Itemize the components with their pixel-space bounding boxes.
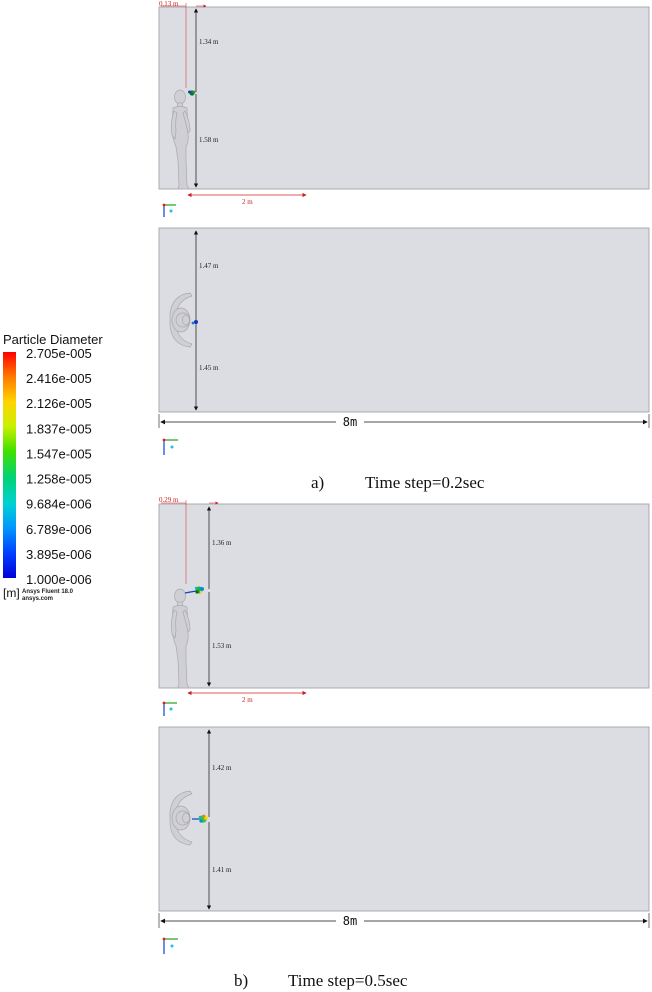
caption-b-letter: b) [234,971,248,990]
legend-ticks: 2.705e-005 2.416e-005 2.126e-005 1.837e-005… [26,346,92,587]
legend-tick-label: 1.000e-006 [26,572,92,587]
legend-tick-label: 3.895e-006 [26,547,92,562]
length-label: 8m [343,415,357,429]
axis-triad-icon [162,438,178,455]
height-bottom-label: 1.45 m [199,364,219,372]
height-top-label: 1.36 m [212,539,232,547]
particle-cloud [188,90,196,96]
offset-label: 0.13 m [159,0,179,8]
width-label: 2 m [242,696,253,704]
legend-tick-label: 1.258e-005 [26,472,92,487]
axis-triad-icon [162,203,176,217]
length-label: 8m [343,914,357,928]
caption-a-text: Time step=0.2sec [365,473,485,492]
domain-box [158,6,650,190]
legend-tick-label: 6.789e-006 [26,522,92,537]
legend-tick-label: 2.416e-005 [26,371,92,386]
height-top-label: 1.34 m [199,38,219,46]
caption-a-letter: a) [311,473,324,492]
brand-line-2: ansys.com [22,596,53,602]
axis-triad-icon [162,701,177,716]
height-top-label: 1.42 m [212,764,232,772]
panel-a-side-view: 0.13 m 1.34 m 1.58 m 2 m [158,0,650,217]
particle-cloud [184,586,204,594]
color-legend: Particle Diameter 2.705e-0052.416e-0052.… [3,332,103,602]
particle-cloud [192,814,208,823]
height-bottom-label: 1.53 m [212,642,232,650]
legend-tick-label: 1.837e-005 [26,421,92,436]
domain-box [158,503,650,689]
legend-title: Particle Diameter [3,332,103,347]
brand-line-1: Ansys Fluent 18.0 [22,589,74,595]
axis-triad-icon [162,937,178,954]
particle-cloud [191,320,198,325]
domain-box [158,227,650,413]
legend-tick-label: 2.705e-005 [26,346,92,361]
height-bottom-label: 1.58 m [199,136,219,144]
legend-unit: [m] [3,586,20,600]
panel-b-side-view: 0.29 m 1.36 m 1.53 m 2 m [158,496,650,716]
legend-colorbar [3,352,16,578]
legend-tick-label: 1.547e-005 [26,446,92,461]
caption-b-text: Time step=0.5sec [288,971,408,990]
width-label: 2 m [242,198,253,206]
panel-b-top-view: 1.42 m 1.41 m 8m [158,726,650,954]
height-bottom-label: 1.41 m [212,866,232,874]
legend-tick-label: 2.126e-005 [26,396,92,411]
domain-box [158,726,650,912]
legend-tick-label: 9.684e-006 [26,497,92,512]
height-top-label: 1.47 m [199,262,219,270]
panel-a-top-view: 1.47 m 1.45 m 8m [158,227,650,455]
offset-label: 0.29 m [159,496,179,504]
